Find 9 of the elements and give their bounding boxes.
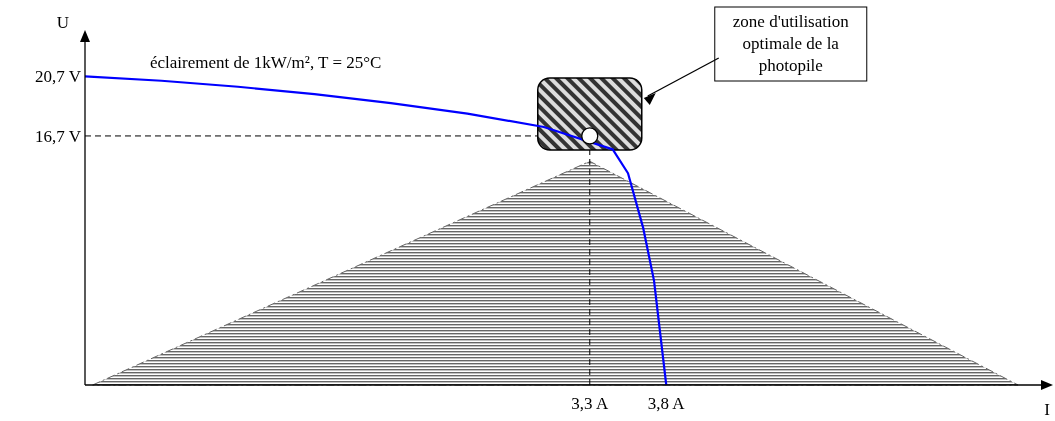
y-axis-title: U bbox=[56, 13, 70, 32]
series-label: éclairement de 1kW/m², T = 25°C bbox=[150, 53, 382, 73]
x-tick-label: 3,3 A bbox=[571, 394, 609, 413]
annotation: zone d'utilisation optimale de la photopile bbox=[732, 12, 850, 75]
line-series bbox=[83, 75, 668, 387]
y-tick-label: 20,7 V bbox=[35, 67, 82, 87]
y-tick-label: 16,7 V bbox=[35, 126, 82, 146]
x-tick-label: 3,8 A bbox=[647, 394, 686, 413]
x-axis-title: I bbox=[1044, 400, 1051, 419]
